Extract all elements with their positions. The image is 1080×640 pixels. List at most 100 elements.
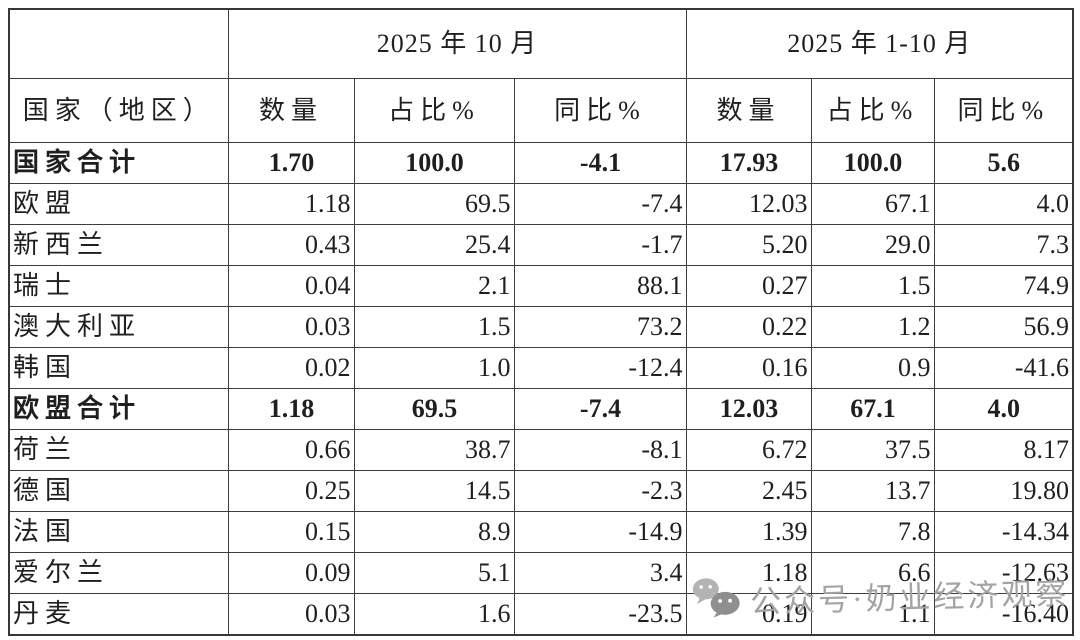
value-cell: 1.18	[227, 388, 355, 430]
table-row: 韩国 0.02 1.0 -12.4 0.16 0.9 -41.6	[8, 347, 1074, 389]
value-cell: 100.0	[810, 142, 935, 184]
table-row: 欧盟合计 1.18 69.5 -7.4 12.03 67.1 4.0	[8, 388, 1074, 430]
import-table-container: 2025 年 10 月 2025 年 1-10 月 国家（地区） 数量 占比% …	[8, 8, 1075, 636]
value-cell: 69.5	[353, 183, 515, 225]
value-cell: 7.8	[810, 511, 935, 553]
value-cell: -7.4	[513, 183, 687, 225]
period-header-oct: 2025 年 10 月	[227, 8, 687, 79]
value-cell: 12.03	[685, 183, 812, 225]
value-cell: 1.5	[810, 265, 935, 307]
value-cell: 13.7	[810, 470, 935, 512]
country-cell: 欧盟合计	[8, 388, 229, 430]
value-cell: -1.7	[513, 224, 687, 266]
value-cell: 4.0	[933, 183, 1074, 225]
empty-corner-cell	[8, 8, 229, 79]
value-cell: 1.70	[227, 142, 355, 184]
metric-header-cell: 数量	[227, 78, 355, 143]
value-cell: 0.22	[685, 306, 812, 348]
value-cell: 14.5	[353, 470, 515, 512]
value-cell: 4.0	[933, 388, 1074, 430]
value-cell: -23.5	[513, 593, 687, 635]
value-cell: 67.1	[810, 183, 935, 225]
value-cell: 0.03	[227, 593, 355, 635]
table-row: 澳大利亚 0.03 1.5 73.2 0.22 1.2 56.9	[8, 306, 1074, 348]
value-cell: 74.9	[933, 265, 1074, 307]
value-cell: 6.6	[810, 552, 935, 594]
table-row: 国家合计 1.70 100.0 -4.1 17.93 100.0 5.6	[8, 142, 1074, 184]
value-cell: 2.45	[685, 470, 812, 512]
value-cell: -12.4	[513, 347, 687, 389]
value-cell: 0.66	[227, 429, 355, 471]
value-cell: 0.03	[227, 306, 355, 348]
value-cell: 5.1	[353, 552, 515, 594]
value-cell: -4.1	[513, 142, 687, 184]
table-header: 2025 年 10 月 2025 年 1-10 月 国家（地区） 数量 占比% …	[8, 8, 1074, 143]
value-cell: 0.19	[685, 593, 812, 635]
country-cell: 国家合计	[8, 142, 229, 184]
value-cell: 69.5	[353, 388, 515, 430]
table-body: 国家合计 1.70 100.0 -4.1 17.93 100.0 5.6 欧盟 1.18 69.5…	[8, 142, 1074, 635]
value-cell: 5.6	[933, 142, 1074, 184]
country-cell: 瑞士	[8, 265, 229, 307]
value-cell: -14.9	[513, 511, 687, 553]
country-cell: 澳大利亚	[8, 306, 229, 348]
country-cell: 爱尔兰	[8, 552, 229, 594]
value-cell: 0.16	[685, 347, 812, 389]
value-cell: 37.5	[810, 429, 935, 471]
value-cell: 12.03	[685, 388, 812, 430]
table-row: 爱尔兰 0.09 5.1 3.4 1.18 6.6 -12.63	[8, 552, 1074, 594]
value-cell: 88.1	[513, 265, 687, 307]
value-cell: -14.34	[933, 511, 1074, 553]
country-cell: 德国	[8, 470, 229, 512]
table-row: 德国 0.25 14.5 -2.3 2.45 13.7 19.80	[8, 470, 1074, 512]
value-cell: 3.4	[513, 552, 687, 594]
value-cell: 73.2	[513, 306, 687, 348]
value-cell: 0.43	[227, 224, 355, 266]
value-cell: 8.9	[353, 511, 515, 553]
value-cell: 7.3	[933, 224, 1074, 266]
value-cell: 6.72	[685, 429, 812, 471]
value-cell: -12.63	[933, 552, 1074, 594]
table-row: 荷兰 0.66 38.7 -8.1 6.72 37.5 8.17	[8, 429, 1074, 471]
value-cell: -7.4	[513, 388, 687, 430]
value-cell: 29.0	[810, 224, 935, 266]
value-cell: 1.39	[685, 511, 812, 553]
value-cell: 0.02	[227, 347, 355, 389]
country-cell: 韩国	[8, 347, 229, 389]
country-cell: 荷兰	[8, 429, 229, 471]
value-cell: 67.1	[810, 388, 935, 430]
value-cell: 1.5	[353, 306, 515, 348]
value-cell: 8.17	[933, 429, 1074, 471]
table-row: 欧盟 1.18 69.5 -7.4 12.03 67.1 4.0	[8, 183, 1074, 225]
value-cell: 0.27	[685, 265, 812, 307]
value-cell: 17.93	[685, 142, 812, 184]
value-cell: 1.18	[685, 552, 812, 594]
country-cell: 新西兰	[8, 224, 229, 266]
country-cell: 丹麦	[8, 593, 229, 635]
value-cell: 25.4	[353, 224, 515, 266]
metric-header-cell: 同比%	[933, 78, 1074, 143]
country-cell: 欧盟	[8, 183, 229, 225]
dairy-import-table: 2025 年 10 月 2025 年 1-10 月 国家（地区） 数量 占比% …	[8, 8, 1075, 636]
value-cell: -8.1	[513, 429, 687, 471]
value-cell: 1.6	[353, 593, 515, 635]
value-cell: -2.3	[513, 470, 687, 512]
value-cell: 2.1	[353, 265, 515, 307]
value-cell: 1.1	[810, 593, 935, 635]
value-cell: 19.80	[933, 470, 1074, 512]
metric-header-cell: 占比%	[353, 78, 515, 143]
table-row: 新西兰 0.43 25.4 -1.7 5.20 29.0 7.3	[8, 224, 1074, 266]
value-cell: 38.7	[353, 429, 515, 471]
value-cell: -16.40	[933, 593, 1074, 635]
metric-header-cell: 占比%	[810, 78, 935, 143]
period-header-jan-oct: 2025 年 1-10 月	[685, 8, 1074, 79]
value-cell: 0.25	[227, 470, 355, 512]
value-cell: 0.15	[227, 511, 355, 553]
value-cell: 1.2	[810, 306, 935, 348]
value-cell: -41.6	[933, 347, 1074, 389]
metric-header-cell: 数量	[685, 78, 812, 143]
value-cell: 5.20	[685, 224, 812, 266]
value-cell: 1.18	[227, 183, 355, 225]
table-row: 法国 0.15 8.9 -14.9 1.39 7.8 -14.34	[8, 511, 1074, 553]
